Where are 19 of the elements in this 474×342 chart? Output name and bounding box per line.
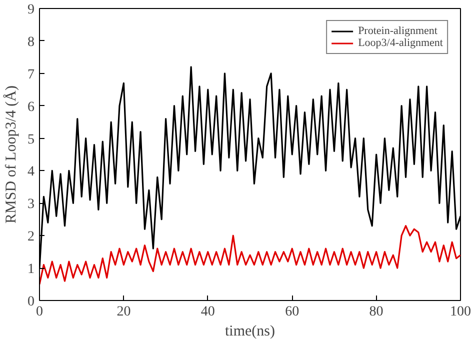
x-tick-label: 20	[116, 304, 131, 320]
y-tick-label: 1	[28, 262, 34, 278]
legend-label: Loop3/4-alignment	[358, 37, 443, 49]
y-tick-label: 4	[28, 164, 34, 180]
y-tick-label: 2	[28, 230, 34, 245]
x-tick-label: 60	[285, 304, 300, 320]
x-tick-label: 80	[369, 304, 384, 320]
legend-label: Protein-alignment	[358, 25, 438, 37]
x-tick-label: 100	[450, 304, 471, 320]
y-tick-label: 8	[28, 34, 34, 50]
y-tick-label: 6	[28, 100, 34, 115]
y-tick-label: 3	[28, 197, 34, 212]
y-tick-label: 0	[28, 294, 34, 310]
y-axis-title: RMSD of Loop3/4 (Å)	[2, 86, 20, 224]
y-tick-label: 5	[28, 132, 34, 148]
x-tick-label: 40	[200, 304, 215, 320]
y-tick-label: 9	[28, 2, 34, 18]
y-tick-label: 7	[28, 67, 34, 82]
x-axis-title: time(ns)	[225, 324, 276, 340]
